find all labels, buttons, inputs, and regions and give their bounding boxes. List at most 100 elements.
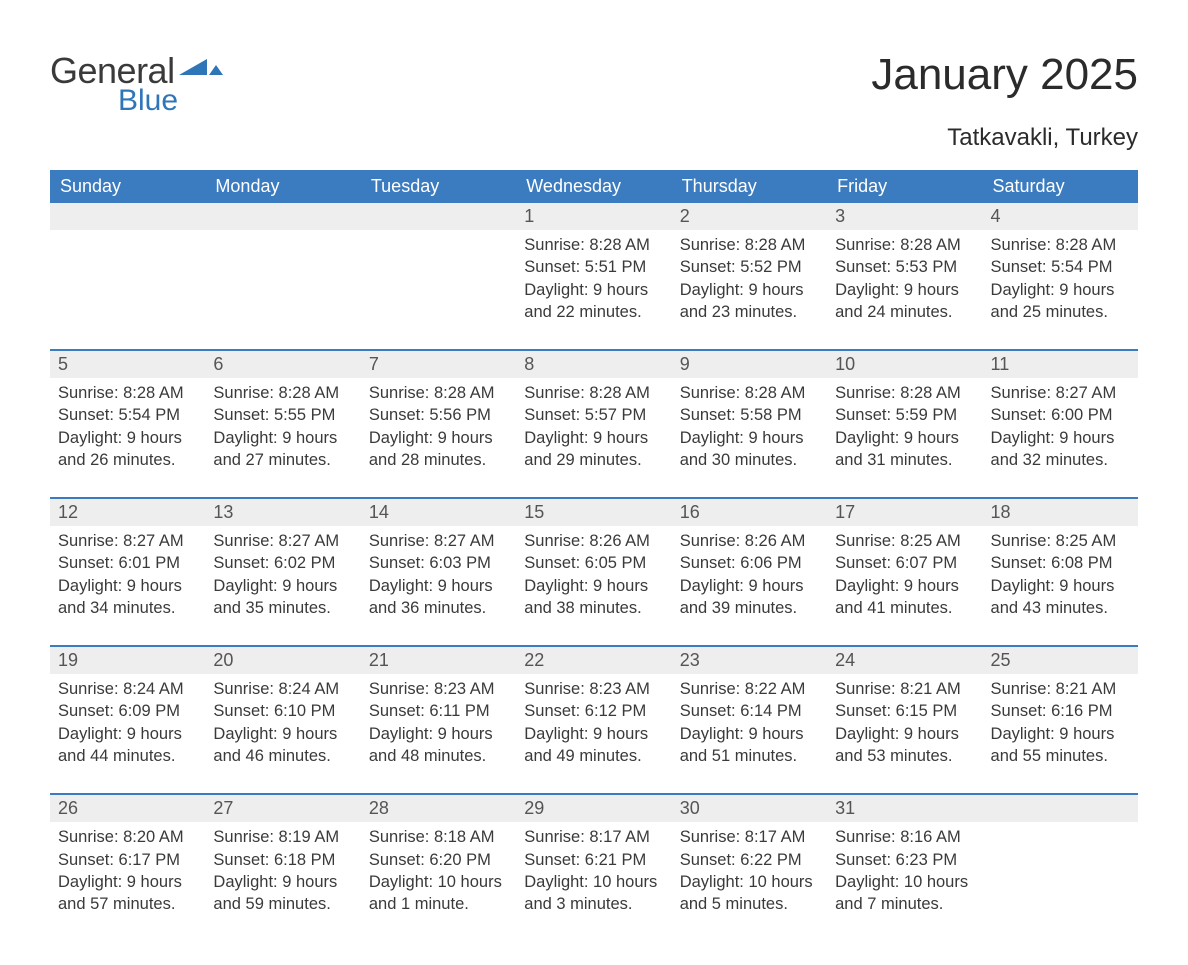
location-subtitle: Tatkavakli, Turkey xyxy=(50,124,1138,152)
day-number-cell: 9 xyxy=(672,350,827,378)
sunrise-line: Sunrise: 8:26 AM xyxy=(524,530,663,552)
daylight-line: Daylight: 9 hours and 44 minutes. xyxy=(58,723,197,768)
daylight-line: Daylight: 9 hours and 23 minutes. xyxy=(680,279,819,324)
weekday-header: Monday xyxy=(205,170,360,203)
sunset-line: Sunset: 6:11 PM xyxy=(369,700,508,722)
day-number-cell: 31 xyxy=(827,794,982,822)
day-number-cell: 21 xyxy=(361,646,516,674)
day-number-cell: 4 xyxy=(983,203,1138,230)
day-number-cell: 2 xyxy=(672,203,827,230)
sunrise-line: Sunrise: 8:21 AM xyxy=(835,678,974,700)
day-details-cell: Sunrise: 8:17 AMSunset: 6:21 PMDaylight:… xyxy=(516,822,671,925)
sunrise-line: Sunrise: 8:24 AM xyxy=(213,678,352,700)
sunrise-line: Sunrise: 8:28 AM xyxy=(680,382,819,404)
day-details-cell: Sunrise: 8:28 AMSunset: 5:52 PMDaylight:… xyxy=(672,230,827,350)
sunset-line: Sunset: 6:07 PM xyxy=(835,552,974,574)
sunset-line: Sunset: 6:00 PM xyxy=(991,404,1130,426)
sunset-line: Sunset: 6:10 PM xyxy=(213,700,352,722)
daylight-line: Daylight: 9 hours and 34 minutes. xyxy=(58,575,197,620)
daylight-line: Daylight: 10 hours and 7 minutes. xyxy=(835,871,974,916)
daylight-line: Daylight: 9 hours and 30 minutes. xyxy=(680,427,819,472)
day-details-cell: Sunrise: 8:18 AMSunset: 6:20 PMDaylight:… xyxy=(361,822,516,925)
day-number-cell: 24 xyxy=(827,646,982,674)
day-details-cell: Sunrise: 8:28 AMSunset: 5:54 PMDaylight:… xyxy=(983,230,1138,350)
day-number-cell: 19 xyxy=(50,646,205,674)
day-details-cell: Sunrise: 8:22 AMSunset: 6:14 PMDaylight:… xyxy=(672,674,827,794)
weekday-header: Wednesday xyxy=(516,170,671,203)
sunrise-line: Sunrise: 8:18 AM xyxy=(369,826,508,848)
day-details-cell: Sunrise: 8:21 AMSunset: 6:15 PMDaylight:… xyxy=(827,674,982,794)
daylight-line: Daylight: 9 hours and 59 minutes. xyxy=(213,871,352,916)
day-details-cell: Sunrise: 8:16 AMSunset: 6:23 PMDaylight:… xyxy=(827,822,982,925)
sunset-line: Sunset: 5:52 PM xyxy=(680,256,819,278)
day-details-cell: Sunrise: 8:28 AMSunset: 5:53 PMDaylight:… xyxy=(827,230,982,350)
sunset-line: Sunset: 5:58 PM xyxy=(680,404,819,426)
day-number-cell: 8 xyxy=(516,350,671,378)
sunset-line: Sunset: 5:57 PM xyxy=(524,404,663,426)
sunrise-line: Sunrise: 8:16 AM xyxy=(835,826,974,848)
day-details-cell: Sunrise: 8:26 AMSunset: 6:05 PMDaylight:… xyxy=(516,526,671,646)
day-number-cell: 16 xyxy=(672,498,827,526)
daylight-line: Daylight: 9 hours and 39 minutes. xyxy=(680,575,819,620)
sunset-line: Sunset: 6:05 PM xyxy=(524,552,663,574)
daylight-line: Daylight: 10 hours and 5 minutes. xyxy=(680,871,819,916)
week-details-row: Sunrise: 8:27 AMSunset: 6:01 PMDaylight:… xyxy=(50,526,1138,646)
sunset-line: Sunset: 6:14 PM xyxy=(680,700,819,722)
day-details-cell: Sunrise: 8:28 AMSunset: 5:56 PMDaylight:… xyxy=(361,378,516,498)
day-number-cell: 15 xyxy=(516,498,671,526)
sunset-line: Sunset: 5:51 PM xyxy=(524,256,663,278)
day-details-cell xyxy=(361,230,516,350)
sunrise-line: Sunrise: 8:23 AM xyxy=(524,678,663,700)
day-number-cell: 10 xyxy=(827,350,982,378)
sunrise-line: Sunrise: 8:21 AM xyxy=(991,678,1130,700)
sunrise-line: Sunrise: 8:28 AM xyxy=(369,382,508,404)
day-number-cell: 25 xyxy=(983,646,1138,674)
sunset-line: Sunset: 5:55 PM xyxy=(213,404,352,426)
sunset-line: Sunset: 6:03 PM xyxy=(369,552,508,574)
daylight-line: Daylight: 9 hours and 53 minutes. xyxy=(835,723,974,768)
week-daynum-row: 567891011 xyxy=(50,350,1138,378)
week-daynum-row: 262728293031 xyxy=(50,794,1138,822)
sunset-line: Sunset: 6:02 PM xyxy=(213,552,352,574)
day-details-cell: Sunrise: 8:27 AMSunset: 6:02 PMDaylight:… xyxy=(205,526,360,646)
daylight-line: Daylight: 9 hours and 41 minutes. xyxy=(835,575,974,620)
day-number-cell: 7 xyxy=(361,350,516,378)
daylight-line: Daylight: 9 hours and 28 minutes. xyxy=(369,427,508,472)
sunrise-line: Sunrise: 8:22 AM xyxy=(680,678,819,700)
weekday-header-row: SundayMondayTuesdayWednesdayThursdayFrid… xyxy=(50,170,1138,203)
day-number-cell: 13 xyxy=(205,498,360,526)
day-number-cell xyxy=(50,203,205,230)
daylight-line: Daylight: 9 hours and 38 minutes. xyxy=(524,575,663,620)
daylight-line: Daylight: 9 hours and 25 minutes. xyxy=(991,279,1130,324)
day-number-cell: 18 xyxy=(983,498,1138,526)
day-number-cell: 17 xyxy=(827,498,982,526)
sunrise-line: Sunrise: 8:25 AM xyxy=(991,530,1130,552)
day-details-cell: Sunrise: 8:19 AMSunset: 6:18 PMDaylight:… xyxy=(205,822,360,925)
sunrise-line: Sunrise: 8:19 AM xyxy=(213,826,352,848)
logo-word2: Blue xyxy=(118,84,223,118)
sunrise-line: Sunrise: 8:17 AM xyxy=(680,826,819,848)
daylight-line: Daylight: 10 hours and 3 minutes. xyxy=(524,871,663,916)
calendar-page: General Blue January 2025 Tatkavakli, Tu… xyxy=(0,0,1188,965)
day-number-cell xyxy=(361,203,516,230)
daylight-line: Daylight: 9 hours and 55 minutes. xyxy=(991,723,1130,768)
day-number-cell: 22 xyxy=(516,646,671,674)
day-number-cell: 29 xyxy=(516,794,671,822)
day-number-cell: 3 xyxy=(827,203,982,230)
day-number-cell: 26 xyxy=(50,794,205,822)
day-details-cell: Sunrise: 8:27 AMSunset: 6:00 PMDaylight:… xyxy=(983,378,1138,498)
day-details-cell xyxy=(205,230,360,350)
sunrise-line: Sunrise: 8:28 AM xyxy=(991,234,1130,256)
daylight-line: Daylight: 9 hours and 26 minutes. xyxy=(58,427,197,472)
day-number-cell: 14 xyxy=(361,498,516,526)
day-details-cell: Sunrise: 8:27 AMSunset: 6:03 PMDaylight:… xyxy=(361,526,516,646)
sunrise-line: Sunrise: 8:20 AM xyxy=(58,826,197,848)
day-number-cell: 20 xyxy=(205,646,360,674)
day-number-cell: 1 xyxy=(516,203,671,230)
daylight-line: Daylight: 9 hours and 24 minutes. xyxy=(835,279,974,324)
day-details-cell: Sunrise: 8:23 AMSunset: 6:11 PMDaylight:… xyxy=(361,674,516,794)
day-number-cell xyxy=(205,203,360,230)
sunset-line: Sunset: 6:09 PM xyxy=(58,700,197,722)
weekday-header: Sunday xyxy=(50,170,205,203)
week-details-row: Sunrise: 8:28 AMSunset: 5:54 PMDaylight:… xyxy=(50,378,1138,498)
